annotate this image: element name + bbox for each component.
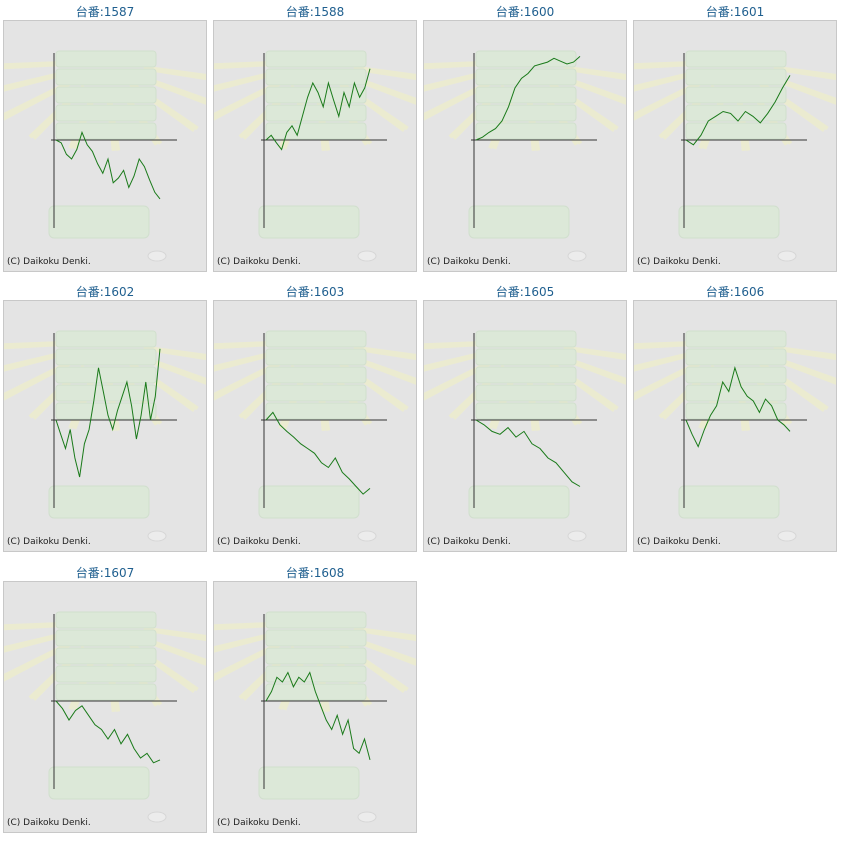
machine-number-link[interactable]: 台番:1602 [75, 285, 135, 299]
slot-graph-card[interactable]: 台番:1600 (C) Daikoku Denki. [423, 0, 627, 276]
graph-svg [214, 611, 416, 823]
copyright-text: (C) Daikoku Denki. [637, 257, 721, 267]
graph-svg [4, 611, 206, 823]
copyright-text: (C) Daikoku Denki. [7, 257, 91, 267]
graph-svg [214, 50, 416, 262]
background-illustration [214, 330, 416, 542]
background-illustration [634, 50, 836, 262]
payout-line [685, 75, 791, 146]
machine-number-link[interactable]: 台番:1606 [705, 285, 765, 299]
machine-number-link[interactable]: 台番:1601 [705, 5, 765, 19]
slot-graph-card[interactable]: 台番:1588 (C) Daikoku Denki. [213, 0, 417, 276]
slot-graph-card[interactable]: 台番:1606 (C) Daikoku Denki. [633, 280, 837, 556]
slot-graph-card[interactable]: 台番:1608 (C) Daikoku Denki. [213, 561, 417, 837]
graph-svg [634, 50, 836, 262]
background-illustration [424, 330, 626, 542]
slot-graph-card[interactable]: 台番:1605 (C) Daikoku Denki. [423, 280, 627, 556]
copyright-text: (C) Daikoku Denki. [427, 257, 511, 267]
graph-panel: (C) Daikoku Denki. [213, 20, 417, 272]
machine-number-link[interactable]: 台番:1608 [285, 566, 345, 580]
graph-panel: (C) Daikoku Denki. [633, 300, 837, 552]
background-illustration [424, 50, 626, 262]
machine-number-link[interactable]: 台番:1607 [75, 566, 135, 580]
background-illustration [4, 611, 206, 823]
machine-number-link[interactable]: 台番:1605 [495, 285, 555, 299]
machine-number-link[interactable]: 台番:1588 [285, 5, 345, 19]
graph-svg [634, 330, 836, 542]
payout-line [55, 348, 161, 478]
graph-svg [424, 50, 626, 262]
graph-svg [214, 330, 416, 542]
slot-graph-card[interactable]: 台番:1603 (C) Daikoku Denki. [213, 280, 417, 556]
graph-svg [4, 330, 206, 542]
machine-number-link[interactable]: 台番:1603 [285, 285, 345, 299]
graph-panel: (C) Daikoku Denki. [423, 20, 627, 272]
payout-line [475, 419, 581, 487]
graph-panel: (C) Daikoku Denki. [213, 581, 417, 833]
graph-panel: (C) Daikoku Denki. [3, 581, 207, 833]
payout-line [265, 671, 371, 761]
graph-panel: (C) Daikoku Denki. [423, 300, 627, 552]
copyright-text: (C) Daikoku Denki. [427, 537, 511, 547]
copyright-text: (C) Daikoku Denki. [7, 818, 91, 828]
copyright-text: (C) Daikoku Denki. [217, 257, 301, 267]
payout-line [265, 411, 371, 495]
graph-svg [424, 330, 626, 542]
background-illustration [4, 330, 206, 542]
machine-number-link[interactable]: 台番:1600 [495, 5, 555, 19]
copyright-text: (C) Daikoku Denki. [7, 537, 91, 547]
background-illustration [214, 50, 416, 262]
payout-line [55, 130, 161, 200]
slot-graph-card[interactable]: 台番:1602 (C) Daikoku Denki. [3, 280, 207, 556]
copyright-text: (C) Daikoku Denki. [637, 537, 721, 547]
copyright-text: (C) Daikoku Denki. [217, 818, 301, 828]
background-illustration [4, 50, 206, 262]
graph-panel: (C) Daikoku Denki. [3, 300, 207, 552]
slot-graph-card[interactable]: 台番:1601 (C) Daikoku Denki. [633, 0, 837, 276]
graph-panel: (C) Daikoku Denki. [213, 300, 417, 552]
payout-line [685, 366, 791, 448]
payout-line [265, 68, 371, 151]
background-illustration [214, 611, 416, 823]
graph-svg [4, 50, 206, 262]
graph-panel: (C) Daikoku Denki. [3, 20, 207, 272]
copyright-text: (C) Daikoku Denki. [217, 537, 301, 547]
payout-line [55, 700, 161, 764]
slot-graph-card[interactable]: 台番:1607 (C) Daikoku Denki. [3, 561, 207, 837]
slot-graph-card[interactable]: 台番:1587 (C) Daikoku Denki. [3, 0, 207, 276]
payout-line [475, 56, 581, 141]
graph-panel: (C) Daikoku Denki. [633, 20, 837, 272]
machine-number-link[interactable]: 台番:1587 [75, 5, 135, 19]
background-illustration [634, 330, 836, 542]
